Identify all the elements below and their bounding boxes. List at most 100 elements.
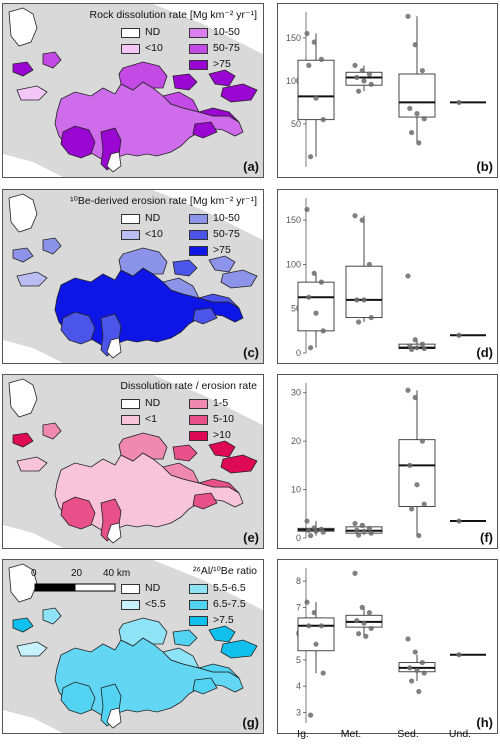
data-point xyxy=(318,623,324,629)
basin-11 xyxy=(16,456,48,472)
panel-label: (f) xyxy=(480,530,493,545)
y-tick-label: 150 xyxy=(286,215,301,225)
data-point xyxy=(419,341,425,347)
basin-5 xyxy=(197,107,240,123)
data-point xyxy=(318,56,324,62)
basin-10 xyxy=(12,61,34,77)
sea-area xyxy=(153,4,263,54)
legend-swatch xyxy=(189,399,208,409)
basin-11 xyxy=(16,641,48,657)
x-label-met: Met. xyxy=(340,728,362,740)
data-point xyxy=(320,328,326,334)
legend-swatch xyxy=(189,214,208,224)
data-point xyxy=(304,30,310,37)
y-tick-label: 30 xyxy=(291,388,301,398)
basin-3 xyxy=(60,311,96,345)
box xyxy=(345,265,383,319)
legend-swatch xyxy=(121,44,140,54)
basin-8 xyxy=(220,269,258,289)
basin-14 xyxy=(106,151,122,173)
data-point xyxy=(308,712,314,718)
basin-11 xyxy=(16,85,48,101)
scale-bar-label: 0 xyxy=(31,568,37,579)
data-point xyxy=(359,67,365,74)
data-point xyxy=(318,279,324,285)
data-point xyxy=(308,154,314,160)
legend-swatch xyxy=(189,431,208,441)
data-point xyxy=(368,530,374,536)
scale-bar-white xyxy=(74,583,116,592)
y-tick-label: 50 xyxy=(291,119,301,129)
data-point xyxy=(361,620,367,626)
data-point xyxy=(361,297,367,303)
data-point xyxy=(306,527,312,533)
scale-bar-black xyxy=(34,583,76,592)
basin-12 xyxy=(8,378,38,418)
panel-label: (d) xyxy=(476,345,493,360)
y-tick-label: 0 xyxy=(296,348,301,358)
box xyxy=(297,281,335,332)
data-point xyxy=(320,117,326,123)
basin-14 xyxy=(106,522,122,544)
basin-13 xyxy=(42,422,62,440)
data-point xyxy=(304,206,310,213)
panel-label: (b) xyxy=(476,159,493,174)
basin-10 xyxy=(12,617,34,633)
legend-label: ND xyxy=(145,212,161,224)
sea-area-south xyxy=(3,525,63,548)
data-point xyxy=(306,294,312,300)
basin-5 xyxy=(197,663,240,679)
legend-label: <5.5 xyxy=(145,598,166,610)
x-label-und: Und. xyxy=(448,728,472,740)
boxplot-panel-h: 345678(h) xyxy=(277,559,498,734)
legend-title: ²⁶Al/¹⁰Be ratio xyxy=(193,565,257,577)
legend-title: Rock dissolution rate [Mg km⁻² yr⁻¹] xyxy=(89,9,257,21)
sea-area xyxy=(153,560,263,610)
basin-9 xyxy=(192,121,218,139)
data-point xyxy=(368,625,374,632)
data-point xyxy=(356,631,362,637)
data-point xyxy=(361,78,367,84)
data-point xyxy=(421,345,427,352)
data-point xyxy=(409,506,415,512)
panel-label: (h) xyxy=(476,715,493,730)
basin-3 xyxy=(60,496,96,530)
data-point xyxy=(354,297,360,303)
basin-7 xyxy=(172,629,198,647)
legend-label: >75 xyxy=(213,58,231,70)
y-tick-label: 10 xyxy=(291,485,301,495)
basin-1 xyxy=(118,617,168,647)
data-point xyxy=(311,39,317,45)
map-panel-e: Dissolution rate / erosion rate ND <1 1-5 5-… xyxy=(2,374,264,549)
data-point xyxy=(313,95,319,101)
data-point xyxy=(354,527,360,533)
basin-12 xyxy=(8,193,38,233)
basin-10 xyxy=(12,247,34,263)
data-point xyxy=(368,81,374,87)
basin-12 xyxy=(8,7,38,47)
data-point xyxy=(359,604,365,611)
legend-swatch xyxy=(189,584,208,594)
basin-7 xyxy=(172,73,198,91)
sea-area xyxy=(153,190,263,240)
sea-area-south xyxy=(3,710,63,733)
y-tick-label: 50 xyxy=(291,304,301,314)
box xyxy=(297,59,335,121)
legend-label: 5.5-6.5 xyxy=(213,582,246,594)
data-point xyxy=(421,670,427,676)
data-point xyxy=(363,633,369,639)
basin-9 xyxy=(192,307,218,325)
data-point xyxy=(419,67,425,74)
basin-11 xyxy=(16,271,48,287)
legend-label: <1 xyxy=(145,413,157,425)
boxplot-svg: 50 100 150 xyxy=(286,12,486,167)
y-tick-label: 20 xyxy=(291,436,301,446)
basin-7 xyxy=(172,444,198,462)
x-label-sed: Sed. xyxy=(397,728,419,740)
data-point xyxy=(407,665,413,671)
basin-14 xyxy=(106,337,122,359)
basin-13 xyxy=(42,607,62,625)
basin-9 xyxy=(192,677,218,695)
data-point xyxy=(311,270,317,276)
legend-label: 10-50 xyxy=(213,212,240,224)
